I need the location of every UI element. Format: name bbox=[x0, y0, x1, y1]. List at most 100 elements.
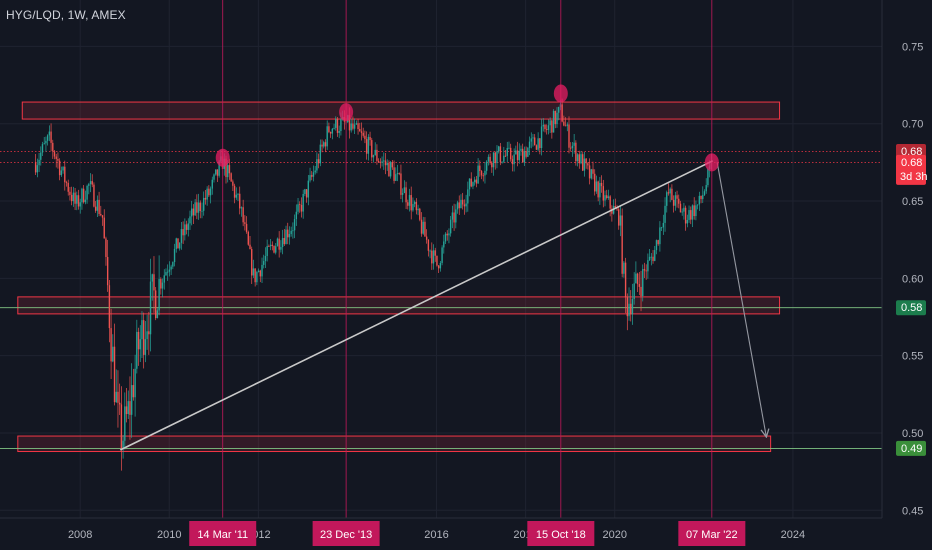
candle-body bbox=[436, 255, 438, 266]
candle-body bbox=[594, 173, 596, 192]
candle-body bbox=[578, 154, 580, 164]
candle-body bbox=[576, 154, 579, 162]
candle-body bbox=[62, 166, 64, 171]
candle-body bbox=[46, 135, 49, 141]
candle-body bbox=[199, 202, 201, 212]
candle-body bbox=[261, 264, 263, 277]
candle-body bbox=[696, 204, 699, 206]
candle-body bbox=[79, 202, 81, 207]
candle-body bbox=[446, 233, 448, 236]
candle-body bbox=[331, 128, 334, 134]
candle-body bbox=[175, 238, 177, 249]
price-tag-label: 0.68 bbox=[901, 157, 922, 169]
symbol-title: HYG/LQD, 1W, AMEX bbox=[6, 8, 126, 22]
candle-body bbox=[139, 339, 141, 350]
peak-marker bbox=[215, 148, 230, 167]
candle-body bbox=[573, 142, 575, 146]
candle-body bbox=[432, 250, 435, 264]
candle-body bbox=[534, 137, 536, 146]
candle-body bbox=[412, 204, 414, 211]
candle-body bbox=[422, 221, 424, 234]
candle-body bbox=[583, 158, 586, 171]
candle-body bbox=[451, 212, 454, 220]
candle-body bbox=[405, 187, 407, 203]
candle-body bbox=[559, 104, 562, 108]
candle-body bbox=[640, 286, 642, 297]
candle-body bbox=[88, 184, 90, 186]
candle-body bbox=[539, 138, 541, 149]
candle-body bbox=[178, 242, 181, 249]
candle-body bbox=[518, 150, 520, 161]
candle-body bbox=[263, 261, 265, 265]
candle-body bbox=[386, 162, 388, 166]
candle-body bbox=[201, 210, 203, 212]
candle-body bbox=[359, 129, 361, 132]
candle-body bbox=[84, 199, 87, 203]
candle-body bbox=[67, 182, 69, 192]
candle-body bbox=[285, 229, 287, 245]
candle-body bbox=[444, 233, 447, 242]
candle-body bbox=[546, 129, 548, 130]
candle-body bbox=[153, 274, 155, 291]
candle-body bbox=[606, 195, 608, 198]
trendline bbox=[119, 160, 714, 451]
candle-body bbox=[98, 199, 100, 214]
y-tick-label: 0.75 bbox=[902, 41, 923, 53]
candle-body bbox=[654, 250, 656, 261]
candle-body bbox=[268, 246, 270, 247]
candle-body bbox=[590, 169, 592, 179]
candle-body bbox=[417, 208, 419, 211]
candle-body bbox=[376, 149, 378, 161]
candle-body bbox=[377, 160, 380, 163]
candle-body bbox=[413, 201, 416, 205]
price-tag-label: 0.49 bbox=[901, 443, 922, 455]
candle-body bbox=[192, 208, 195, 216]
candle-body bbox=[333, 127, 335, 129]
date-tag bbox=[678, 521, 746, 546]
candle-body bbox=[40, 152, 42, 160]
candle-body bbox=[65, 182, 68, 184]
candle-body bbox=[70, 194, 73, 202]
x-tick-label: 2020 bbox=[602, 529, 626, 541]
candle-body bbox=[340, 119, 342, 132]
candle-body bbox=[316, 159, 318, 171]
candle-body bbox=[124, 406, 126, 441]
candle-body bbox=[189, 216, 191, 224]
peak-marker bbox=[553, 84, 568, 103]
candle-body bbox=[74, 192, 76, 204]
candle-body bbox=[245, 223, 248, 232]
zone-rect bbox=[17, 296, 781, 315]
candle-body bbox=[642, 269, 644, 297]
candle-body bbox=[425, 236, 428, 240]
candle-body bbox=[650, 256, 653, 258]
candle-body bbox=[187, 223, 189, 230]
candle-body bbox=[86, 185, 88, 200]
candle-body bbox=[477, 165, 479, 184]
candle-body bbox=[230, 173, 232, 182]
candle-body bbox=[487, 156, 490, 162]
candle-body bbox=[520, 148, 522, 151]
date-tag-label: 15 Oct '18 bbox=[536, 529, 586, 541]
candle-body bbox=[575, 142, 577, 162]
candle-body bbox=[302, 193, 304, 212]
candle-body bbox=[144, 339, 147, 355]
candle-body bbox=[233, 185, 236, 198]
candle-body bbox=[34, 162, 37, 173]
candle-body bbox=[513, 154, 515, 165]
candle-body bbox=[156, 310, 159, 319]
candle-body bbox=[324, 142, 327, 147]
candle-body bbox=[678, 198, 680, 204]
candle-body bbox=[568, 124, 570, 148]
candle-body bbox=[465, 203, 467, 207]
candle-body bbox=[398, 173, 400, 174]
candle-body bbox=[619, 215, 622, 226]
candle-body bbox=[355, 123, 358, 125]
candle-body bbox=[384, 160, 387, 166]
candle-body bbox=[365, 139, 368, 154]
candle-body bbox=[630, 303, 632, 315]
candle-body bbox=[443, 241, 445, 248]
candle-body bbox=[693, 205, 695, 217]
